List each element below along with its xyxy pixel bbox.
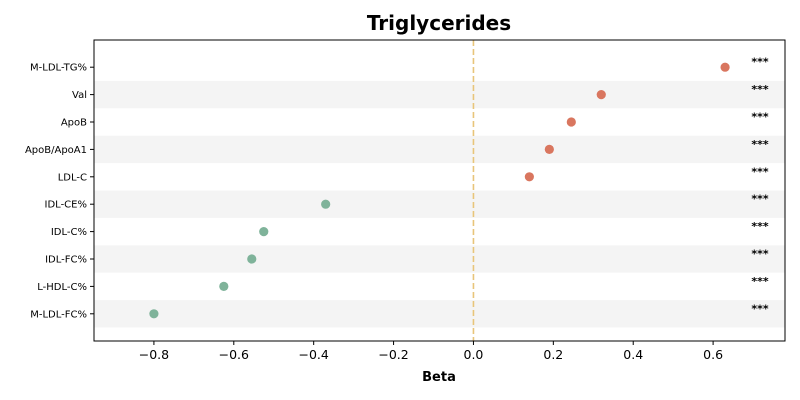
significance-label: *** (751, 302, 769, 315)
point-marker (321, 199, 331, 209)
data-points (149, 62, 730, 319)
significance-label: *** (751, 275, 769, 288)
significance-label: *** (751, 138, 769, 151)
y-tick-label: IDL-C% (51, 227, 87, 238)
y-tick-label: Val (72, 90, 87, 101)
row-band (94, 190, 785, 218)
significance-label: *** (751, 165, 769, 178)
x-tick-label: −0.2 (378, 347, 408, 362)
x-tick-label: 0.2 (543, 347, 563, 362)
row-bands (94, 80, 785, 328)
significance-label: *** (751, 193, 769, 206)
row-band (94, 135, 785, 164)
point-marker (149, 309, 159, 319)
chart-title: Triglycerides (367, 11, 511, 35)
x-tick-label: 0.0 (464, 347, 484, 362)
row-band (94, 245, 785, 273)
point-marker (720, 62, 730, 72)
point-marker (544, 144, 554, 154)
significance-label: *** (751, 220, 769, 233)
y-tick-label: IDL-CE% (45, 200, 87, 211)
y-tick-label: ApoB (61, 118, 87, 129)
x-axis-label: Beta (422, 370, 456, 385)
significance-labels: *** *** *** *** *** *** *** *** *** *** (751, 56, 769, 316)
y-tick-label: L-HDL-C% (37, 282, 87, 293)
y-tick-label: LDL-C (58, 172, 87, 183)
point-marker (524, 172, 534, 182)
x-tick-label: −0.6 (219, 347, 249, 362)
significance-label: *** (751, 248, 769, 261)
y-tick-label: ApoB/ApoA1 (25, 145, 87, 156)
point-marker (259, 227, 269, 237)
row-band (94, 300, 785, 328)
x-tick-label: 0.4 (623, 347, 643, 362)
y-tick-label: M-LDL-FC% (30, 309, 87, 320)
point-marker (219, 281, 229, 291)
point-marker (596, 90, 606, 100)
plot-frame (93, 39, 786, 342)
x-tick-label: −0.4 (299, 347, 329, 362)
x-tick-label: 0.6 (703, 347, 723, 362)
significance-label: *** (751, 83, 769, 96)
x-tick-labels: −0.8 −0.6 −0.4 −0.2 0.0 0.2 0.4 0.6 (139, 341, 723, 362)
x-tick-label: −0.8 (139, 347, 169, 362)
y-tick-label: IDL-FC% (45, 255, 87, 266)
y-tick-label: M-LDL-TG% (30, 63, 87, 74)
significance-label: *** (751, 111, 769, 124)
y-tick-labels: M-LDL-TG% Val ApoB ApoB/ApoA1 LDL-C IDL-CE% ID… (25, 63, 94, 320)
significance-label: *** (751, 56, 769, 69)
point-marker (566, 117, 576, 127)
row-band (94, 80, 785, 109)
point-marker (247, 254, 257, 264)
